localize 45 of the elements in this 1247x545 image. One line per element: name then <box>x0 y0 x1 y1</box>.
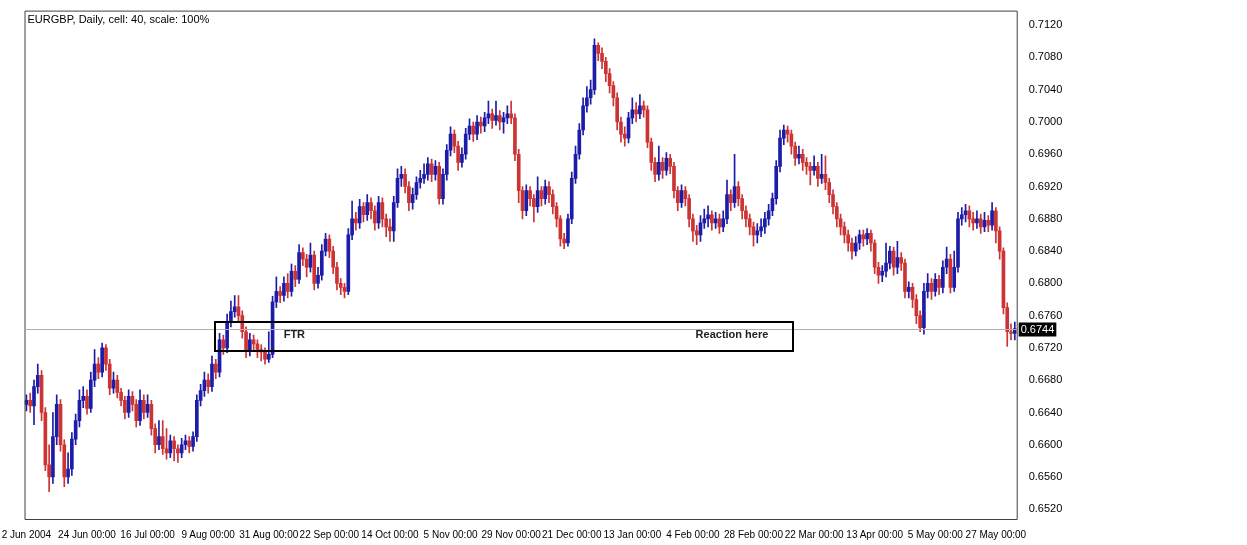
x-tick-label: 21 Dec 00:00 <box>541 528 602 540</box>
x-tick-label: 13 Apr 00:00 <box>846 528 904 540</box>
candlestick <box>808 161 813 186</box>
annotation: Reaction here <box>695 328 769 341</box>
x-tick-label: 4 Feb 00:00 <box>666 528 721 540</box>
x-tick-label: 16 Jul 00:00 <box>120 528 176 540</box>
chart-title: EURGBP, Daily, cell: 40, scale: 100% <box>27 13 210 26</box>
candlestick <box>634 102 638 123</box>
x-tick-label: 5 Nov 00:00 <box>423 528 478 540</box>
x-tick-label: 28 Feb 00:00 <box>724 528 784 540</box>
ref-line-label: 0.6744 <box>1020 322 1055 335</box>
candlestick <box>494 100 498 126</box>
candlestick <box>388 218 392 242</box>
x-tick-label: 24 Jun 00:00 <box>58 528 117 540</box>
x-tick-label: 22 Mar 00:00 <box>784 528 844 540</box>
y-tick-label: 0.7120 <box>1028 18 1063 31</box>
x-tick-label: 27 May 00:00 <box>965 528 1027 540</box>
x-tick-label: 2 Jun 2004 <box>1 528 52 540</box>
y-tick-label: 0.6760 <box>1028 308 1063 321</box>
x-tick-label: 31 Aug 00:00 <box>239 528 299 540</box>
y-tick-label: 0.6840 <box>1028 244 1063 257</box>
x-tick-label: 14 Oct 00:00 <box>361 528 420 540</box>
y-tick-label: 0.6600 <box>1028 437 1063 450</box>
y-tick-label: 0.6680 <box>1028 373 1063 386</box>
annotation: FTR <box>283 328 306 341</box>
x-tick-label: 13 Jan 00:00 <box>603 528 662 540</box>
x-tick-label: 29 Nov 00:00 <box>481 528 542 540</box>
y-tick-label: 0.7000 <box>1028 115 1063 127</box>
y-tick-label: 0.6640 <box>1028 405 1063 418</box>
y-tick-label: 0.7040 <box>1028 82 1063 95</box>
candlestick <box>479 116 483 134</box>
candlestick <box>819 153 824 184</box>
candlestick <box>975 210 979 229</box>
candlestick <box>812 155 816 176</box>
x-tick-label: 22 Sep 00:00 <box>299 528 360 540</box>
y-tick-label: 0.6520 <box>1028 502 1063 515</box>
y-tick-label: 0.6920 <box>1028 179 1063 192</box>
y-tick-label: 0.6800 <box>1028 276 1063 289</box>
y-tick-label: 0.6880 <box>1028 211 1063 224</box>
y-tick-label: 0.6560 <box>1028 470 1063 483</box>
y-tick-label: 0.6960 <box>1028 147 1063 160</box>
y-tick-label: 0.6720 <box>1028 340 1063 353</box>
x-tick-label: 9 Aug 00:00 <box>181 528 236 540</box>
x-tick-label: 5 May 00:00 <box>907 528 964 540</box>
y-tick-label: 0.7080 <box>1028 50 1063 63</box>
